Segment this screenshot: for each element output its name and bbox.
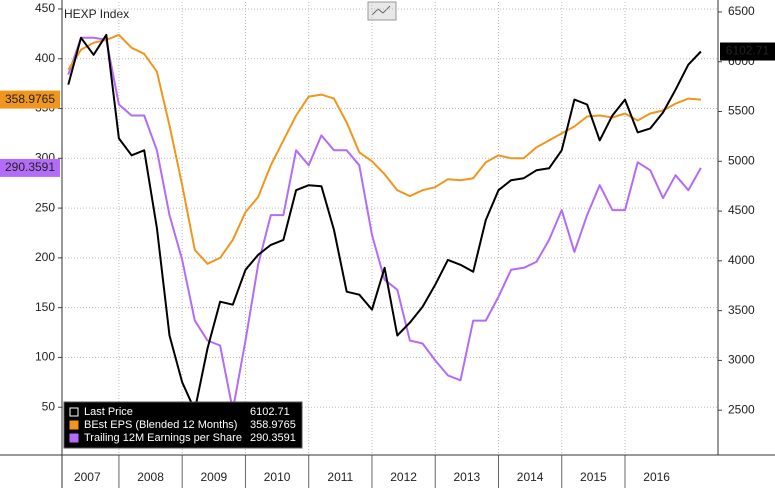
x-tick-label: 2015 — [580, 470, 607, 484]
y-tick-label: 200 — [35, 250, 55, 264]
value-flag — [720, 42, 775, 61]
value-flag-label: 290.3591 — [5, 160, 55, 174]
legend-swatch — [69, 433, 79, 443]
x-tick-label: 2010 — [264, 470, 291, 484]
x-tick-label: 2011 — [327, 470, 353, 484]
legend-box — [63, 401, 303, 449]
y2-tick-label: 2500 — [728, 402, 755, 416]
legend-label: BEst EPS (Blended 12 Months) — [84, 419, 237, 431]
legend-value: 290.3591 — [250, 432, 296, 444]
y2-tick-label: 5500 — [728, 104, 755, 118]
legend-value: 6102.71 — [250, 406, 290, 418]
series-line — [67, 33, 701, 265]
y-tick-label: 50 — [42, 399, 56, 413]
y2-tick-label: 4000 — [728, 253, 755, 267]
value-flag — [0, 158, 60, 177]
y-tick-label: 250 — [35, 200, 55, 214]
x-tick-label: 2014 — [517, 470, 544, 484]
series-line — [67, 33, 702, 412]
chart-title: HEXP Index — [64, 7, 129, 21]
legend-swatch — [69, 407, 79, 417]
value-flag-label: 6102.71 — [726, 44, 770, 58]
legend-swatch — [69, 420, 79, 430]
x-tick-label: 2007 — [74, 470, 101, 484]
series-line — [67, 36, 702, 412]
x-tick-label: 2013 — [454, 470, 481, 484]
y2-tick-label: 3500 — [728, 303, 755, 317]
y-tick-label: 400 — [35, 51, 55, 65]
x-tick-label: 2008 — [137, 470, 164, 484]
legend-label: Trailing 12M Earnings per Share — [84, 432, 242, 444]
y2-tick-label: 3000 — [728, 353, 755, 367]
value-flag-label: 358.9765 — [5, 92, 55, 106]
legend-value: 358.9765 — [250, 419, 296, 431]
y-tick-label: 100 — [35, 350, 55, 364]
x-tick-label: 2016 — [643, 470, 670, 484]
y2-tick-label: 6500 — [728, 4, 755, 18]
value-flag — [0, 90, 60, 109]
y-tick-label: 150 — [35, 300, 55, 314]
y-tick-label: 450 — [35, 1, 55, 15]
x-tick-label: 2009 — [200, 470, 227, 484]
chart-tool-icon — [371, 5, 391, 16]
legend-label: Last Price — [84, 406, 133, 418]
y2-tick-label: 4500 — [728, 203, 755, 217]
y2-tick-label: 5000 — [728, 153, 755, 167]
x-tick-label: 2012 — [390, 470, 417, 484]
